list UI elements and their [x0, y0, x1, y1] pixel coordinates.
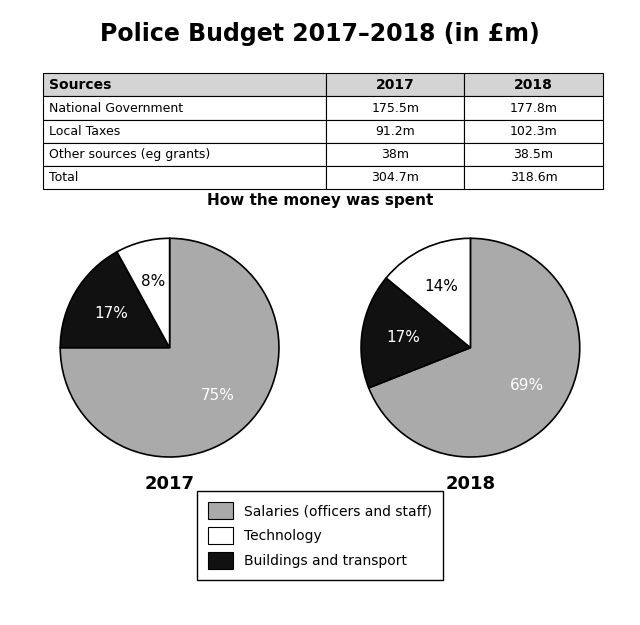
- Bar: [44, 73, 326, 96]
- Text: 8%: 8%: [141, 274, 165, 289]
- Bar: [465, 73, 603, 96]
- Text: 38m: 38m: [381, 148, 409, 161]
- Bar: [465, 96, 603, 119]
- Bar: [326, 166, 465, 189]
- Text: 14%: 14%: [424, 279, 458, 294]
- Text: National Government: National Government: [49, 101, 184, 114]
- Bar: [326, 96, 465, 119]
- Text: 75%: 75%: [200, 388, 234, 403]
- Wedge shape: [361, 278, 470, 388]
- Wedge shape: [386, 238, 470, 348]
- Text: Total: Total: [49, 171, 79, 184]
- Text: Other sources (eg grants): Other sources (eg grants): [49, 148, 211, 161]
- Bar: [465, 142, 603, 166]
- Wedge shape: [117, 238, 170, 348]
- Bar: [465, 166, 603, 189]
- Text: 91.2m: 91.2m: [375, 124, 415, 138]
- Text: 2018: 2018: [514, 78, 553, 92]
- Text: 69%: 69%: [509, 378, 543, 393]
- Bar: [44, 119, 326, 142]
- Bar: [326, 73, 465, 96]
- Text: 2017: 2017: [145, 476, 195, 493]
- Text: 38.5m: 38.5m: [513, 148, 554, 161]
- Wedge shape: [60, 252, 170, 348]
- Text: 2017: 2017: [376, 78, 415, 92]
- Text: How the money was spent: How the money was spent: [207, 192, 433, 208]
- Text: 2018: 2018: [445, 476, 495, 493]
- Text: 318.6m: 318.6m: [509, 171, 557, 184]
- Wedge shape: [60, 238, 279, 457]
- Bar: [326, 119, 465, 142]
- Text: Police Budget 2017–2018 (in £m): Police Budget 2017–2018 (in £m): [100, 22, 540, 46]
- Legend: Salaries (officers and staff), Technology, Buildings and transport: Salaries (officers and staff), Technolog…: [197, 491, 443, 579]
- Text: 177.8m: 177.8m: [509, 101, 557, 114]
- Text: 304.7m: 304.7m: [371, 171, 419, 184]
- Bar: [326, 142, 465, 166]
- Bar: [465, 119, 603, 142]
- Text: Sources: Sources: [49, 78, 111, 92]
- Text: 102.3m: 102.3m: [509, 124, 557, 138]
- Bar: [44, 96, 326, 119]
- Text: 17%: 17%: [387, 329, 420, 344]
- Text: 175.5m: 175.5m: [371, 101, 419, 114]
- Bar: [44, 142, 326, 166]
- Wedge shape: [369, 238, 580, 457]
- Text: 17%: 17%: [94, 306, 128, 321]
- Bar: [44, 166, 326, 189]
- Text: Local Taxes: Local Taxes: [49, 124, 120, 138]
